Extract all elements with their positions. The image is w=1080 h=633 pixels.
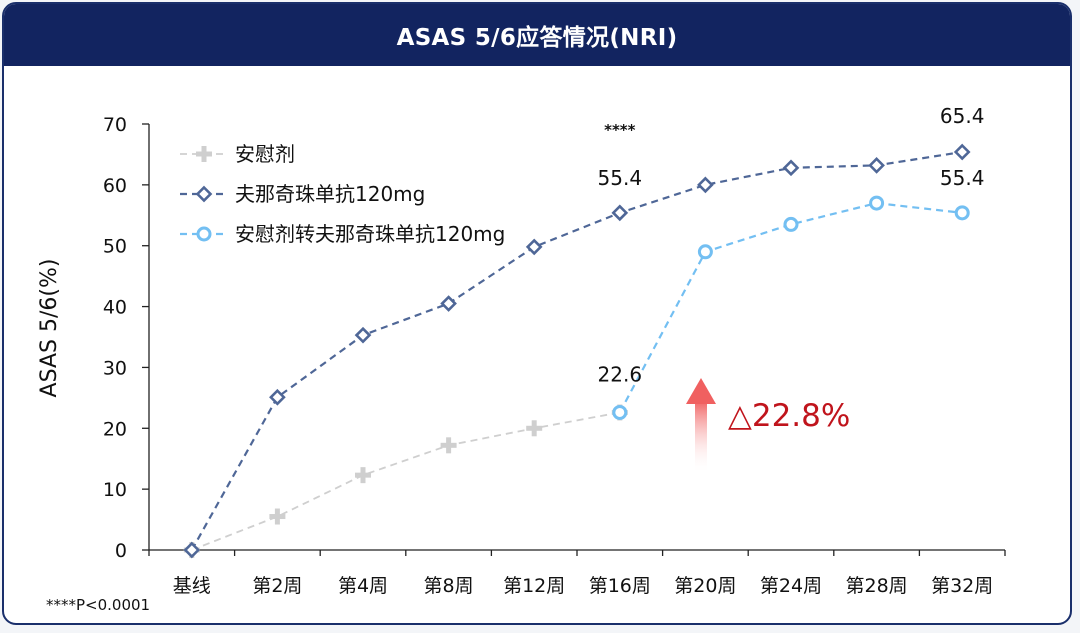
data-point — [269, 388, 286, 406]
data-point — [355, 467, 371, 484]
y-tick-label: 0 — [115, 540, 127, 562]
data-point — [697, 244, 713, 260]
series-line-0 — [191, 411, 620, 551]
delta-label: △22.8% — [728, 398, 850, 434]
x-tick-label: 第8周 — [424, 575, 474, 597]
data-point — [953, 143, 971, 161]
data-point — [783, 216, 799, 232]
data-point — [612, 404, 628, 420]
legend-label: 安慰剂 — [235, 142, 295, 166]
y-axis-label: ASAS 5/6(%) — [37, 259, 62, 398]
chart-annotations: **** 55.4 22.6 65.4 55.4 — [598, 104, 985, 386]
data-point — [525, 238, 543, 256]
legend-marker — [195, 185, 213, 203]
data-point — [183, 541, 201, 559]
chart-card: ASAS 5/6应答情况(NRI) — [2, 2, 1072, 625]
data-point — [869, 195, 885, 211]
x-tick-label: 基线 — [173, 575, 211, 597]
legend-label: 夫那奇珠单抗120mg — [235, 182, 425, 206]
legend-marker — [196, 226, 212, 242]
y-tick-label: 20 — [103, 418, 127, 440]
y-tick-label: 10 — [103, 479, 127, 501]
data-point — [954, 205, 970, 221]
data-point — [611, 204, 629, 222]
data-point — [868, 157, 885, 174]
y-tick-label: 40 — [103, 297, 127, 319]
series-line-1 — [190, 150, 963, 551]
series-line-2 — [618, 201, 963, 413]
data-label: 55.4 — [940, 166, 985, 190]
data-label: 55.4 — [598, 166, 643, 190]
x-tick-label: 第12周 — [503, 575, 565, 597]
data-point — [440, 437, 457, 454]
y-tick-label: 50 — [103, 236, 127, 258]
y-tick-label: 30 — [103, 357, 127, 379]
y-tick-label: 60 — [103, 175, 127, 197]
data-label: **** — [604, 121, 636, 139]
x-tick-label: 第16周 — [589, 575, 651, 597]
footnote: ****P<0.0001 — [46, 596, 150, 614]
delta-arrow — [686, 378, 716, 474]
x-tick-label: 第32周 — [931, 575, 993, 597]
data-point — [269, 508, 286, 525]
data-point — [782, 159, 800, 177]
x-tick-label: 第2周 — [252, 575, 302, 597]
data-point — [697, 176, 714, 194]
legend-marker — [196, 146, 212, 162]
x-tick-label: 第4周 — [338, 575, 388, 597]
legend-label: 安慰剂转夫那奇珠单抗120mg — [235, 222, 505, 246]
data-point — [354, 326, 372, 344]
chart-series — [183, 143, 971, 559]
data-label: 65.4 — [940, 104, 985, 128]
chart-title: ASAS 5/6应答情况(NRI) — [4, 4, 1070, 66]
x-tick-label: 第24周 — [760, 575, 822, 597]
data-point — [440, 295, 457, 312]
data-label: 22.6 — [598, 362, 643, 386]
data-point — [526, 420, 543, 437]
chart-axes: 0 10 20 30 40 50 60 70 基线 第2周 第4周 第8周 第12周 第16周 第20周 第2… — [103, 114, 1006, 597]
x-tick-label: 第20周 — [674, 575, 736, 597]
y-tick-label: 70 — [103, 114, 127, 136]
x-tick-label: 第28周 — [846, 575, 908, 597]
